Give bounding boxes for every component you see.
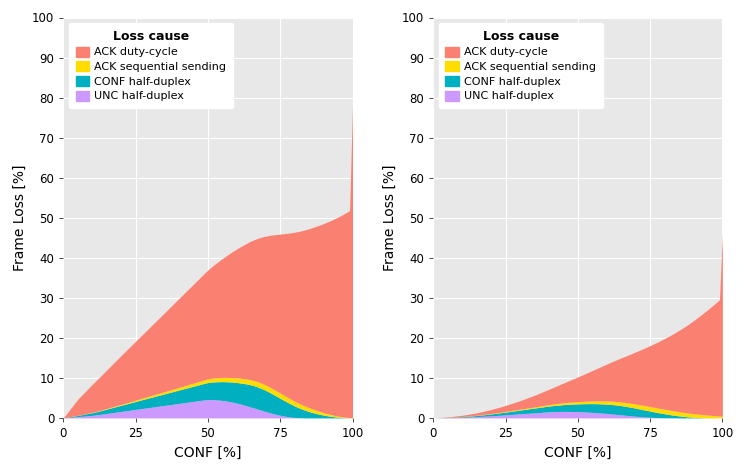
- Y-axis label: Frame Loss [%]: Frame Loss [%]: [383, 164, 396, 271]
- X-axis label: CONF [%]: CONF [%]: [544, 446, 612, 460]
- X-axis label: CONF [%]: CONF [%]: [174, 446, 242, 460]
- Y-axis label: Frame Loss [%]: Frame Loss [%]: [13, 164, 27, 271]
- Legend: ACK duty-cycle, ACK sequential sending, CONF half-duplex, UNC half-duplex: ACK duty-cycle, ACK sequential sending, …: [439, 23, 603, 108]
- Legend: ACK duty-cycle, ACK sequential sending, CONF half-duplex, UNC half-duplex: ACK duty-cycle, ACK sequential sending, …: [69, 23, 233, 108]
